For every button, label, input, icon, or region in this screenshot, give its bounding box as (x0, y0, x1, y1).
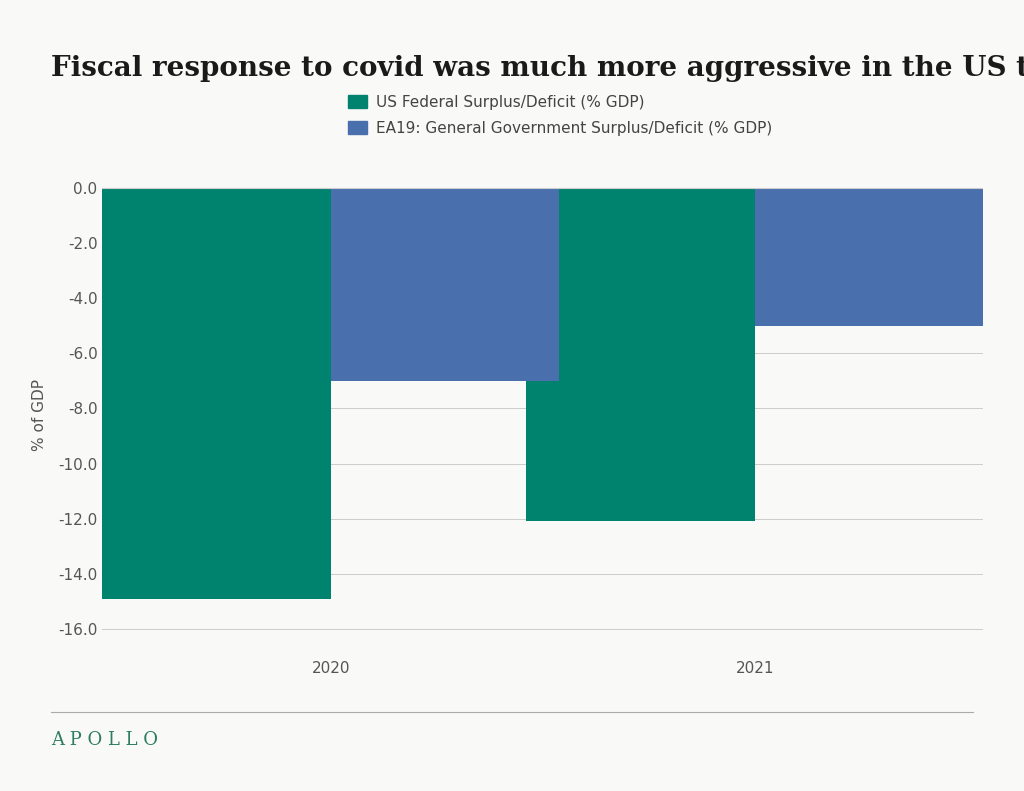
Bar (755, 187, 983, 326)
Y-axis label: % of GDP: % of GDP (32, 379, 47, 452)
Text: Fiscal response to covid was much more aggressive in the US than in Europe: Fiscal response to covid was much more a… (51, 55, 1024, 82)
Bar (102, 187, 331, 599)
Legend: US Federal Surplus/Deficit (% GDP), EA19: General Government Surplus/Deficit (% : US Federal Surplus/Deficit (% GDP), EA19… (348, 95, 772, 135)
Bar (331, 187, 559, 380)
Text: A P O L L O: A P O L L O (51, 731, 158, 748)
Bar (526, 187, 755, 521)
